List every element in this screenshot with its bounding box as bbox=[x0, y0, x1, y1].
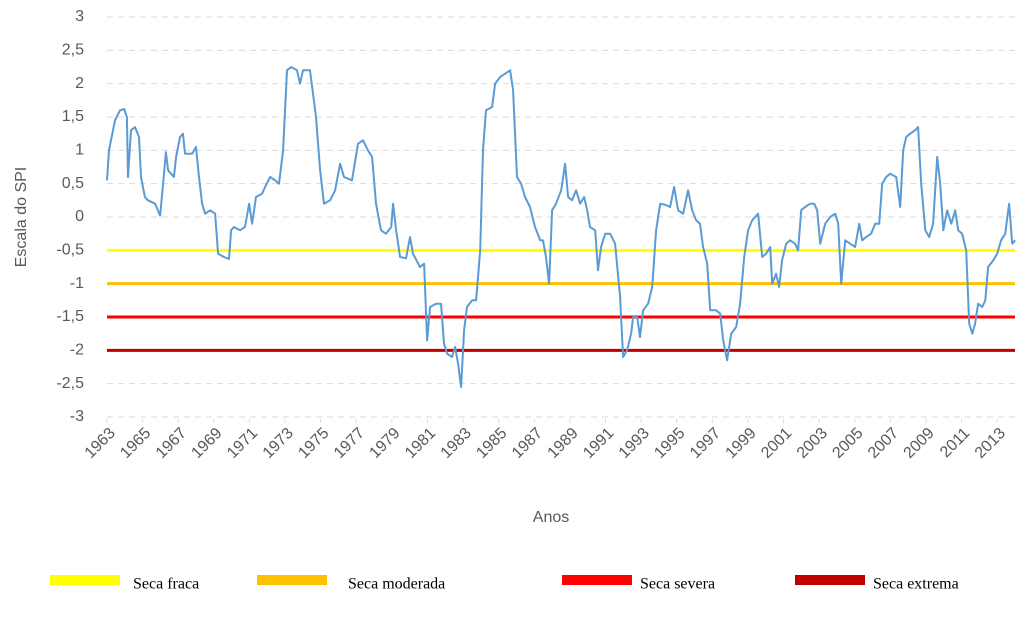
x-tick-label: 1995 bbox=[651, 425, 688, 462]
y-tick-label: -0,5 bbox=[56, 242, 84, 259]
y-tick-label: 0,5 bbox=[62, 175, 84, 192]
y-tick-label: -1,5 bbox=[56, 308, 84, 325]
x-tick-label: 1963 bbox=[82, 425, 119, 462]
legend: Seca fraca Seca moderada Seca severa Seca e… bbox=[50, 575, 959, 593]
x-tick-label: 1999 bbox=[723, 425, 760, 462]
x-tick-label: 1981 bbox=[402, 425, 439, 462]
x-tick-label: 1987 bbox=[509, 425, 546, 462]
y-tick-label: 2 bbox=[75, 75, 84, 92]
x-tick-label: 1967 bbox=[153, 425, 190, 462]
x-tick-label: 2003 bbox=[794, 425, 831, 462]
legend-label: Seca fraca bbox=[133, 576, 199, 593]
legend-swatch bbox=[562, 575, 632, 585]
y-tick-label: 3 bbox=[75, 8, 84, 25]
y-tick-label: -3 bbox=[70, 408, 84, 425]
x-tick-label: 2013 bbox=[972, 425, 1009, 462]
x-axis-title: Anos bbox=[533, 509, 569, 526]
x-tick-label: 1991 bbox=[580, 425, 617, 462]
x-tick-label: 2011 bbox=[937, 425, 973, 461]
x-tick-label: 2009 bbox=[901, 425, 938, 462]
legend-swatch bbox=[257, 575, 327, 585]
legend-swatch bbox=[50, 575, 120, 585]
x-tick-label: 1973 bbox=[260, 425, 297, 462]
x-tick-label: 1985 bbox=[473, 425, 510, 462]
y-tick-label: 1 bbox=[75, 142, 84, 159]
x-tick-label: 2007 bbox=[865, 425, 902, 462]
x-tick-label: 1993 bbox=[616, 425, 653, 462]
y-tick-label: -1 bbox=[70, 275, 84, 292]
y-tick-label: -2,5 bbox=[56, 375, 84, 392]
x-tick-label: 1965 bbox=[117, 425, 154, 462]
x-tick-label: 1997 bbox=[687, 425, 724, 462]
x-tick-label: 1977 bbox=[331, 425, 368, 462]
x-tick-label: 2001 bbox=[758, 425, 795, 462]
legend-label: Seca moderada bbox=[348, 576, 445, 593]
x-tick-label: 2005 bbox=[829, 425, 866, 462]
x-tick-label: 1989 bbox=[545, 425, 582, 462]
y-axis-title: Escala do SPI bbox=[13, 167, 30, 268]
y-tick-label: 0 bbox=[75, 208, 84, 225]
x-tick-label: 1971 bbox=[224, 425, 261, 462]
legend-swatch bbox=[795, 575, 865, 585]
spi-line bbox=[106, 66, 1016, 388]
legend-label: Seca extrema bbox=[873, 576, 959, 593]
x-tick-label: 1975 bbox=[295, 425, 332, 462]
y-tick-label: 2,5 bbox=[62, 42, 84, 59]
x-tick-label: 1979 bbox=[366, 425, 403, 462]
x-tick-label: 1983 bbox=[438, 425, 475, 462]
x-tick-label: 1969 bbox=[188, 425, 225, 462]
legend-label: Seca severa bbox=[640, 576, 715, 593]
y-tick-label: -2 bbox=[70, 342, 84, 359]
y-tick-label: 1,5 bbox=[62, 108, 84, 125]
